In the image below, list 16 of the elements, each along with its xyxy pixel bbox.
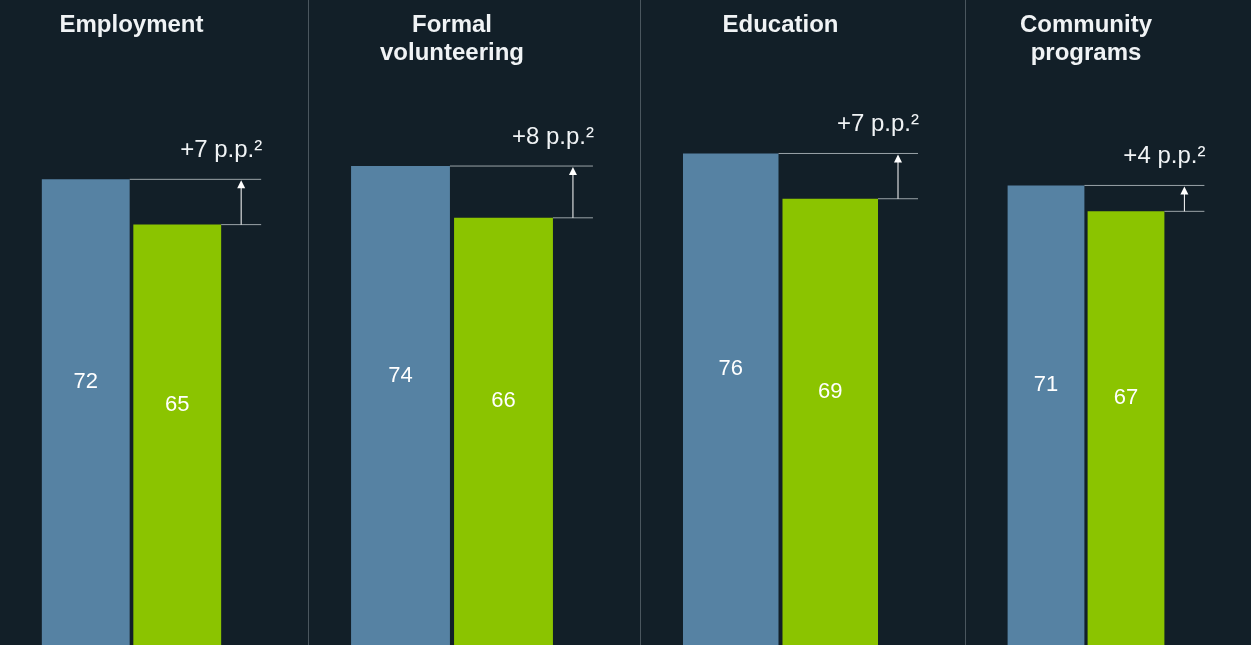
data-label: 65 <box>165 390 190 416</box>
chart-title: Community programs <box>1020 10 1153 66</box>
data-label: 67 <box>1113 384 1139 410</box>
chart-title: Education <box>722 10 839 38</box>
text: +7 p.p.² <box>180 135 263 164</box>
data-label: 76 <box>718 355 743 381</box>
text: +7 p.p.² <box>836 109 920 138</box>
data-label: 66 <box>491 387 516 413</box>
data-label: 72 <box>73 368 98 394</box>
chart-title: Employment <box>59 10 204 38</box>
data-label: 71 <box>1033 371 1059 397</box>
chart-title: Formal volunteering <box>379 10 525 66</box>
text: +8 p.p.² <box>511 122 594 151</box>
data-label: 74 <box>388 361 413 387</box>
text: +4 p.p.² <box>1123 141 1206 170</box>
data-label: 69 <box>818 377 843 403</box>
